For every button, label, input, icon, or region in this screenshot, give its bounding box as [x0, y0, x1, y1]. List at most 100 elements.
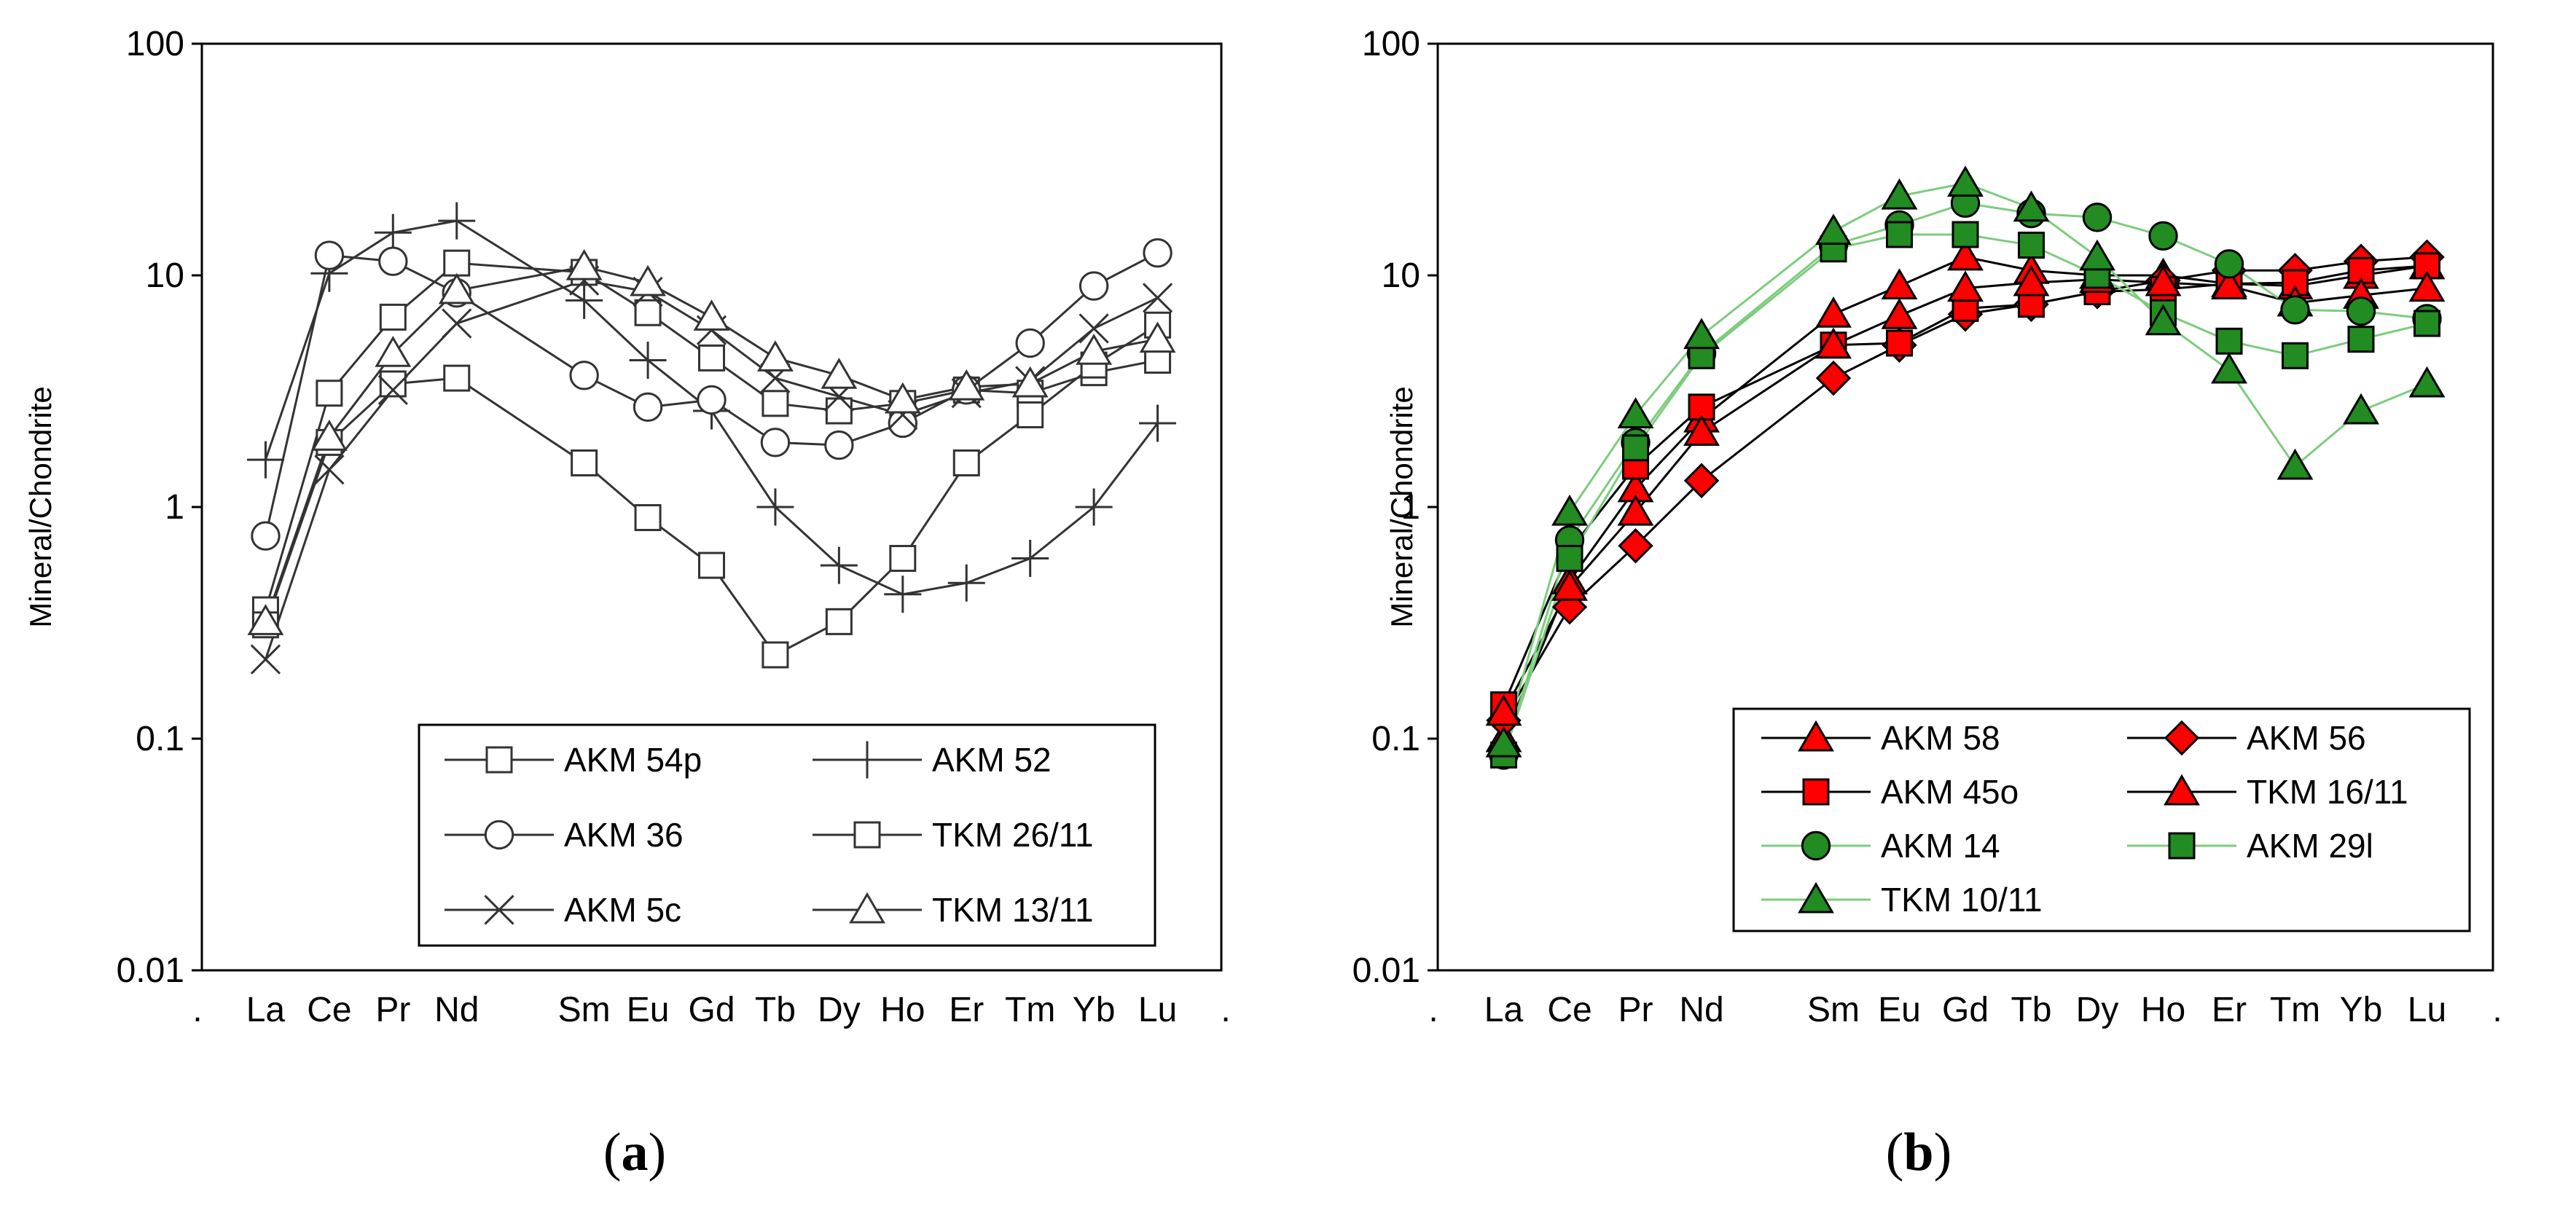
data-point — [2148, 221, 2178, 251]
data-point — [2346, 296, 2376, 326]
x-tick-label: Lu — [2408, 991, 2446, 1029]
data-point — [634, 504, 662, 532]
data-point — [443, 249, 471, 277]
x-tick-label: Er — [2212, 991, 2247, 1029]
legend-swatch-marker — [848, 741, 886, 779]
panel-a: 0.01 0.1 1 10 100 Mineral/Chondrite La Ce Pr Nd Sm… — [23, 25, 1231, 1182]
data-point — [2145, 264, 2182, 296]
y-tick-label: 0.1 — [136, 720, 184, 758]
x-tick-label: Ho — [880, 991, 925, 1029]
legend-swatch-marker — [2164, 774, 2200, 806]
data-point — [438, 202, 476, 240]
x-tick-label: Sm — [558, 991, 611, 1029]
data-point — [760, 428, 791, 457]
data-point — [1683, 414, 1720, 447]
data-point — [2079, 239, 2115, 271]
legend: AKM 58 AKM 56 AKM 45o TKM 16/11 AKM 14 AKM 29… — [1732, 707, 2471, 932]
data-point — [1881, 178, 1918, 210]
x-tick-label: Tb — [755, 991, 796, 1029]
panel-b: 0.01 0.1 1 10 100 Mineral/Chondrite La Ce Pr Nd Sm… — [1288, 0, 2575, 1218]
legend-entry: TKM 13/11 — [932, 891, 1094, 929]
y-tick-label: 10 — [146, 256, 184, 295]
data-point — [2347, 326, 2375, 353]
data-point — [2013, 190, 2050, 222]
x-tick-label: Dy — [2076, 991, 2119, 1029]
x-tick-label: Dy — [818, 991, 861, 1029]
caption-letter: b — [1903, 1123, 1934, 1182]
x-tick-label: Pr — [375, 991, 410, 1029]
data-point — [2343, 393, 2379, 425]
data-point — [698, 344, 725, 372]
data-point — [1143, 237, 1172, 268]
data-point — [947, 564, 985, 602]
legend-swatch-marker — [485, 746, 513, 774]
data-point — [1139, 404, 1177, 442]
data-point — [1142, 283, 1173, 313]
data-point — [1015, 328, 1045, 358]
data-point — [379, 370, 407, 398]
x-tick-label: La — [1484, 991, 1524, 1029]
data-point — [374, 213, 412, 251]
data-point — [310, 420, 348, 451]
data-point — [1485, 726, 1522, 758]
data-point — [824, 430, 854, 460]
data-point — [2211, 352, 2247, 384]
legend-entry: TKM 16/11 — [2247, 773, 2408, 811]
legend-entry: AKM 54p — [564, 741, 702, 779]
data-point — [1622, 434, 1649, 462]
data-point — [1947, 270, 1984, 302]
data-point — [2280, 295, 2310, 325]
data-point — [952, 449, 980, 476]
legend-entry: AKM 52 — [932, 741, 1052, 779]
legend-swatch-marker — [2168, 832, 2196, 860]
data-point — [698, 551, 725, 579]
x-tick-label: Nd — [434, 991, 479, 1029]
data-point — [1011, 366, 1049, 398]
data-point — [377, 374, 408, 405]
legend-entry: AKM 56 — [2247, 719, 2366, 757]
series-line-2 — [265, 219, 1159, 596]
data-point — [1815, 360, 1852, 396]
x-edge-mark: . — [192, 991, 202, 1029]
data-point — [884, 575, 922, 613]
data-point — [1556, 545, 1583, 573]
data-point — [634, 299, 662, 326]
data-point — [2018, 232, 2045, 259]
data-point — [375, 336, 412, 367]
y-tick-label: 0.1 — [1371, 720, 1420, 758]
data-point — [1815, 296, 1852, 328]
legend-swatch-marker — [2164, 720, 2200, 756]
y-tick-label: 100 — [1362, 25, 1420, 63]
data-point — [762, 390, 789, 417]
data-point — [1551, 494, 1588, 526]
data-point — [948, 369, 985, 401]
data-point — [379, 303, 407, 331]
series-markers-7 — [1485, 165, 2446, 758]
x-edge-mark: . — [2492, 991, 2502, 1029]
x-tick-label: Gd — [1942, 991, 1989, 1029]
chart-a: 0.01 0.1 1 10 100 Mineral/Chondrite La Ce Pr Nd Sm… — [23, 25, 1231, 1029]
data-point — [2413, 310, 2440, 337]
data-point — [821, 358, 858, 389]
legend-entry: TKM 10/11 — [1881, 881, 2043, 919]
y-tick-label: 1 — [1401, 488, 1420, 527]
x-tick-label: Nd — [1679, 991, 1723, 1029]
data-point — [1881, 298, 1918, 329]
data-point — [633, 392, 663, 423]
data-point — [1886, 329, 1913, 357]
data-point — [2013, 264, 2050, 296]
y-tick-label: 0.01 — [1352, 951, 1420, 990]
data-point — [762, 641, 789, 669]
x-tick-label: Pr — [1618, 991, 1653, 1029]
legend-box — [1732, 707, 2471, 932]
data-point — [820, 546, 858, 584]
data-point — [1017, 401, 1044, 428]
data-point — [1485, 694, 1522, 726]
data-point — [565, 281, 603, 319]
x-tick-label: Yb — [1073, 991, 1116, 1029]
x-tick-label: Eu — [1878, 991, 1921, 1029]
data-point — [1076, 334, 1113, 365]
data-point — [2145, 304, 2182, 336]
data-point — [378, 246, 408, 276]
